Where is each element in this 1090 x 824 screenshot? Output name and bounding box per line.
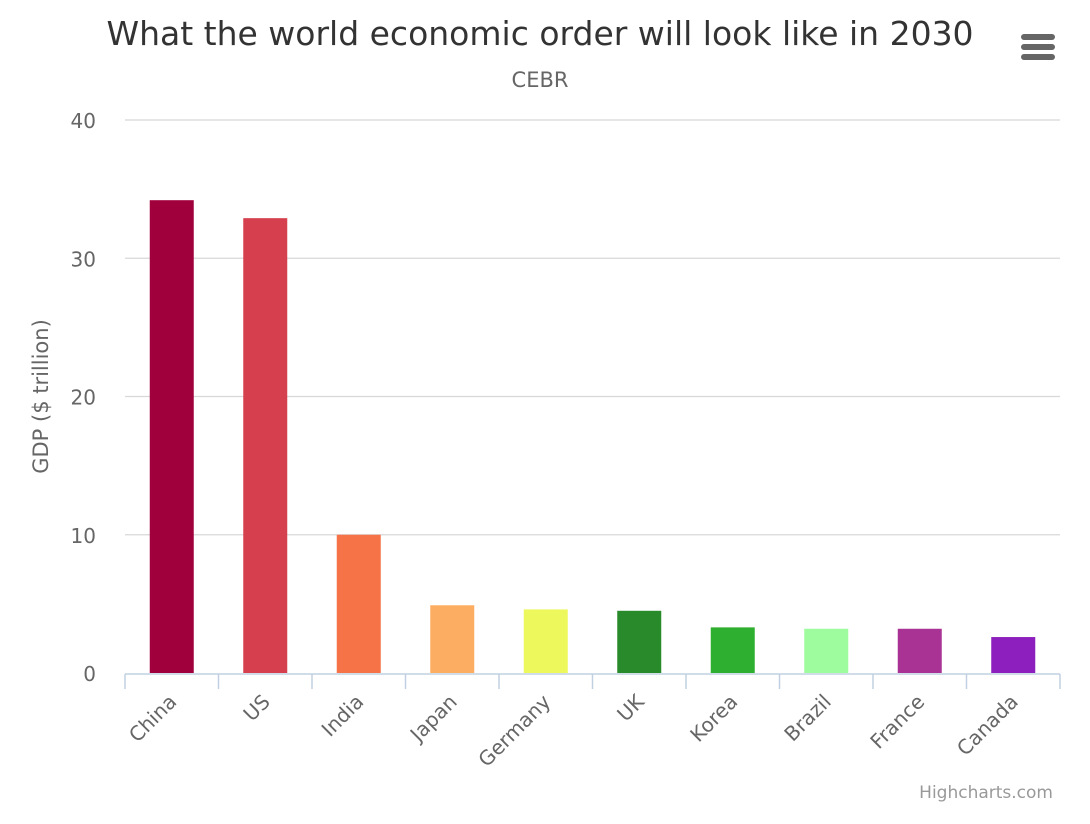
hamburger-menu-icon[interactable] [1014,26,1062,68]
y-tick-label: 20 [71,386,96,410]
y-tick-label: 30 [71,247,96,271]
bar-canada[interactable] [991,637,1036,673]
bar-india[interactable] [336,534,381,673]
bar-uk[interactable] [617,610,662,673]
x-tick-label: France [865,690,929,754]
x-tick-label: Japan [404,690,462,748]
bar-us[interactable] [243,218,288,673]
x-tick-label: India [317,690,369,742]
chart-title: What the world economic order will look … [106,14,974,53]
x-tick-label: China [124,690,181,747]
credits-link[interactable]: Highcharts.com [919,783,1053,803]
y-tick-label: 10 [71,524,96,548]
y-tick-label: 0 [83,662,96,686]
x-tick-label: US [238,690,274,726]
bar-brazil[interactable] [804,628,849,673]
x-tick-label: UK [612,689,649,726]
x-tick-label: Brazil [779,690,835,746]
bar-germany[interactable] [523,609,568,673]
x-tick-label: Canada [952,690,1023,761]
x-tick-label: Korea [685,690,742,747]
y-axis-title: GDP ($ trillion) [29,319,53,474]
bar-japan[interactable] [430,605,475,673]
bar-china[interactable] [149,200,194,673]
bar-france[interactable] [897,628,942,673]
bar-korea[interactable] [710,627,755,673]
x-tick-label: Germany [473,689,555,771]
y-tick-label: 40 [71,109,96,133]
chart-subtitle: CEBR [511,68,569,92]
